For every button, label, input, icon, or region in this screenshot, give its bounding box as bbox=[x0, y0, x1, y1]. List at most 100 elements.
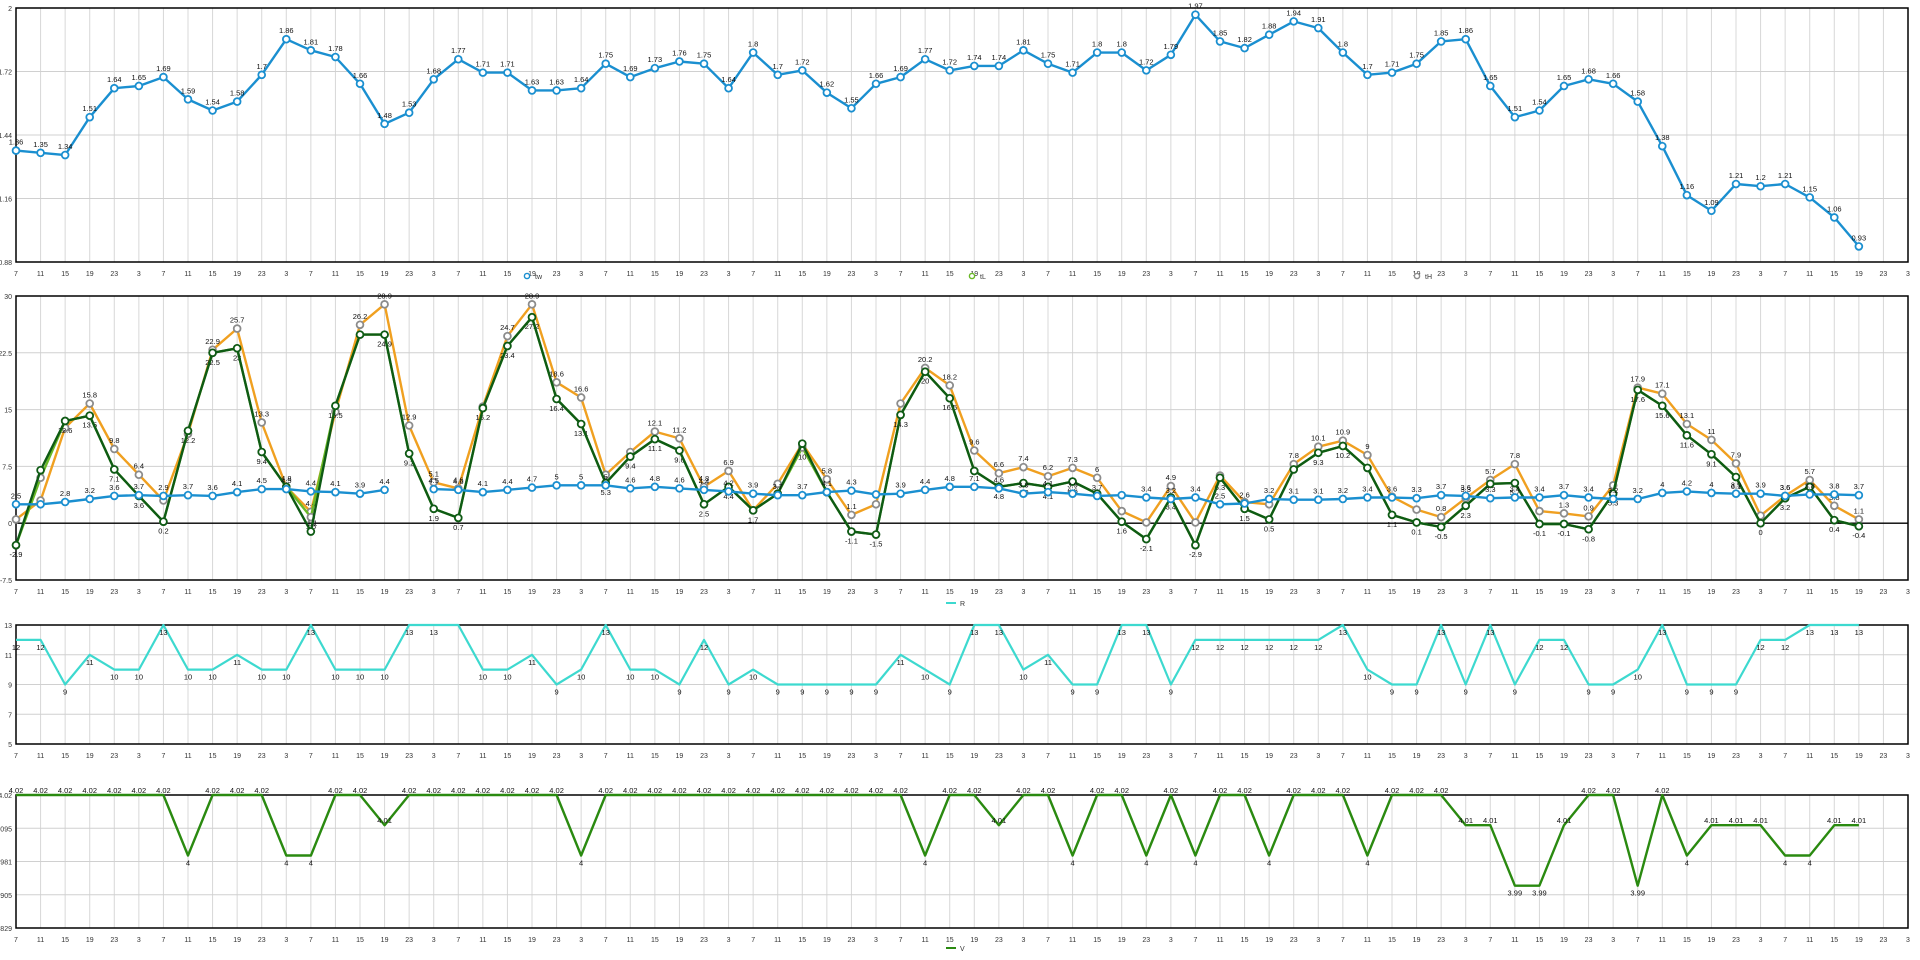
data-label: 4.02 bbox=[795, 786, 810, 795]
data-point bbox=[232, 324, 242, 333]
data-label: 11 bbox=[897, 658, 905, 667]
series-line bbox=[15, 13, 1860, 248]
x-tick-label: 15 bbox=[61, 271, 69, 278]
data-point bbox=[183, 426, 193, 436]
data-label: 4.02 bbox=[648, 786, 663, 795]
data-label: 10 bbox=[110, 673, 118, 682]
x-tick-label: 7 bbox=[1341, 271, 1345, 278]
x-tick-label: 19 bbox=[528, 271, 536, 278]
x-tick-label: 15 bbox=[504, 589, 512, 596]
data-label: 0.1 bbox=[1411, 527, 1421, 536]
data-label: 4.02 bbox=[1114, 786, 1129, 795]
data-label: 1.63 bbox=[549, 77, 564, 86]
x-tick-label: 11 bbox=[1216, 937, 1223, 944]
x-tick-label: 23 bbox=[700, 589, 708, 596]
x-tick-label: 23 bbox=[110, 271, 118, 278]
data-label: 1.54 bbox=[1532, 97, 1547, 106]
data-label: 4.02 bbox=[353, 786, 368, 795]
data-label: 1.58 bbox=[230, 89, 245, 98]
data-point bbox=[650, 63, 660, 73]
x-tick-label: 23 bbox=[995, 271, 1003, 278]
data-label: 4.02 bbox=[1237, 786, 1252, 795]
y-tick-label: 0 bbox=[8, 521, 12, 528]
plot-frame bbox=[15, 295, 1909, 581]
data-label: 4.02 bbox=[82, 786, 97, 795]
data-label: 22.9 bbox=[205, 337, 220, 346]
data-label: 17.9 bbox=[1630, 375, 1645, 384]
legend-label: tw bbox=[535, 274, 543, 281]
x-tick-label: 7 bbox=[161, 753, 165, 760]
x-tick-label: 7 bbox=[1488, 753, 1492, 760]
x-tick-label: 7 bbox=[456, 271, 460, 278]
data-label: 9 bbox=[800, 688, 804, 697]
data-point bbox=[1707, 488, 1716, 498]
data-label: 4.02 bbox=[869, 786, 884, 795]
data-label: 3.7 bbox=[772, 482, 782, 491]
data-label: 4.4 bbox=[306, 478, 316, 487]
data-point bbox=[527, 483, 537, 492]
data-point bbox=[1510, 493, 1520, 502]
data-label: 1.66 bbox=[353, 71, 368, 80]
data-label: 6.3 bbox=[1215, 483, 1225, 492]
x-tick-label: 15 bbox=[1536, 753, 1544, 760]
data-label: 1.75 bbox=[697, 51, 712, 60]
data-label: 13 bbox=[602, 628, 610, 637]
data-point bbox=[11, 499, 21, 509]
data-label: 16.4 bbox=[549, 404, 564, 413]
data-point bbox=[1313, 448, 1323, 458]
x-tick-label: 15 bbox=[1241, 753, 1249, 760]
data-point bbox=[1559, 490, 1569, 500]
x-tick-label: 11 bbox=[184, 271, 191, 278]
data-label: -1.5 bbox=[870, 540, 883, 549]
data-label: 1.72 bbox=[942, 57, 957, 66]
data-point bbox=[871, 490, 881, 499]
data-label: 4.01 bbox=[1827, 816, 1842, 825]
data-label: 4.6 bbox=[453, 475, 463, 484]
data-label: 5.7 bbox=[1510, 488, 1520, 497]
data-label: 4.01 bbox=[1753, 816, 1768, 825]
data-label: 15.2 bbox=[476, 413, 491, 422]
data-point bbox=[1264, 515, 1274, 524]
data-point bbox=[159, 517, 168, 526]
x-tick-label: 23 bbox=[848, 271, 856, 278]
data-label: 4.02 bbox=[132, 786, 147, 795]
x-tick-label: 3 bbox=[1906, 753, 1910, 760]
x-tick-label: 15 bbox=[798, 753, 806, 760]
data-point bbox=[1657, 141, 1667, 151]
x-tick-label: 19 bbox=[1560, 271, 1568, 278]
x-tick-label: 23 bbox=[258, 271, 266, 278]
data-point bbox=[85, 399, 95, 408]
y-tick-label: 2 bbox=[8, 6, 12, 13]
x-tick-label: 7 bbox=[456, 937, 460, 944]
data-point bbox=[1412, 59, 1421, 69]
x-tick-label: 3 bbox=[137, 589, 141, 596]
data-point bbox=[920, 367, 930, 377]
data-point bbox=[945, 393, 955, 403]
data-label: 1.74 bbox=[967, 53, 982, 62]
x-tick-label: 23 bbox=[1880, 271, 1888, 278]
data-label: -0.1 bbox=[1558, 529, 1571, 538]
x-tick-label: 7 bbox=[309, 937, 313, 944]
data-label: 3.4 bbox=[1583, 484, 1593, 493]
x-tick-label: 3 bbox=[1169, 589, 1173, 596]
data-label: 6.2 bbox=[1043, 463, 1053, 472]
data-point bbox=[1092, 48, 1102, 57]
x-tick-label: 11 bbox=[1216, 271, 1223, 278]
data-point bbox=[699, 59, 709, 69]
x-tick-label: 7 bbox=[14, 589, 18, 596]
x-tick-label: 11 bbox=[1069, 589, 1076, 596]
data-point bbox=[1805, 490, 1815, 499]
data-label: 1.64 bbox=[574, 75, 589, 84]
data-label: -2.1 bbox=[1140, 544, 1153, 553]
data-label: 3.4 bbox=[1534, 484, 1544, 493]
data-point bbox=[945, 381, 955, 390]
data-point bbox=[1682, 419, 1692, 429]
data-point bbox=[1510, 478, 1520, 488]
data-label: 4.5 bbox=[281, 476, 291, 485]
data-label: 9.6 bbox=[674, 455, 684, 464]
data-label: 10.1 bbox=[1311, 434, 1326, 443]
data-point bbox=[1338, 494, 1348, 504]
data-label: 12 bbox=[12, 643, 20, 652]
data-label: 1.65 bbox=[1483, 73, 1498, 82]
data-label: 23 bbox=[233, 353, 241, 362]
